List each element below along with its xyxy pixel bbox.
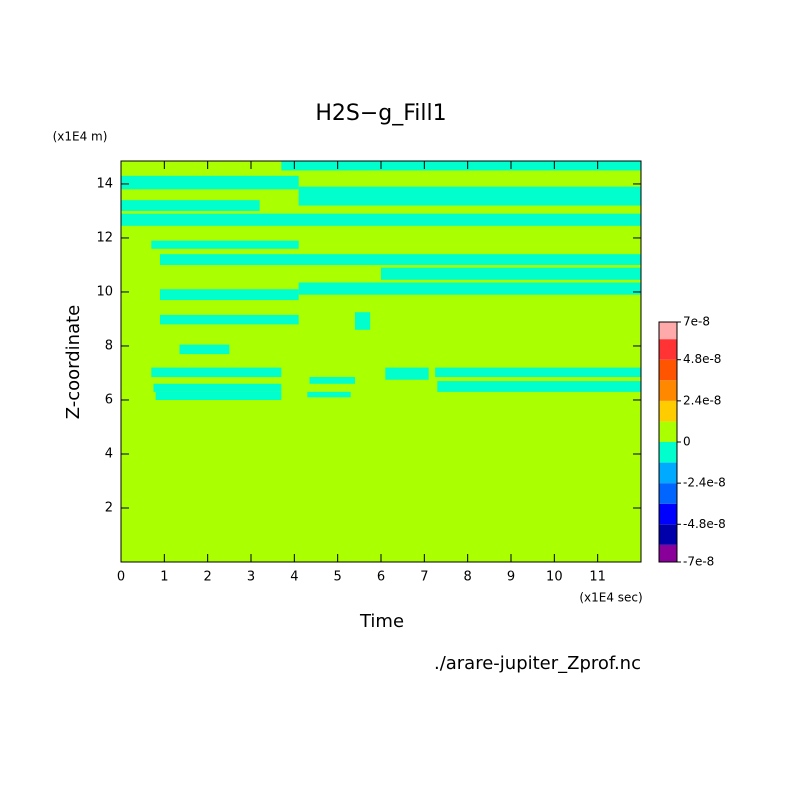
y-axis-label: Z-coordinate [63, 305, 84, 420]
colorbar-cell [659, 359, 677, 381]
colorbar-cell [659, 524, 677, 545]
field-region [160, 314, 299, 325]
field-region [179, 344, 230, 355]
y-tick-label: 4 [105, 446, 113, 461]
colorbar-label: 2.4e-8 [683, 393, 721, 407]
x-tick-label: 11 [589, 570, 606, 585]
x-tick-label: 6 [377, 570, 385, 585]
field-region [298, 186, 641, 206]
field-background [121, 161, 641, 562]
field-region [121, 175, 299, 190]
x-tick-label: 7 [420, 570, 428, 585]
field-region [160, 254, 641, 265]
x-unit: (x1E4 sec) [579, 591, 642, 605]
colorbar-cell [659, 462, 677, 484]
colorbar-label: 7e-8 [683, 315, 710, 329]
colorbar-label: -4.8e-8 [683, 517, 726, 531]
y-tick-label: 6 [105, 392, 113, 407]
y-tick-label: 8 [105, 338, 113, 353]
colorbar-cell [659, 380, 677, 401]
y-tick-label: 12 [96, 230, 113, 245]
colorbar-cell [659, 544, 677, 562]
x-tick-label: 2 [204, 570, 212, 585]
colorbar-cell [659, 400, 677, 422]
y-tick-label: 10 [96, 284, 113, 299]
source-file: ./arare-jupiter_Zprof.nc [434, 653, 641, 674]
field-region [307, 391, 351, 398]
x-tick-label: 4 [290, 570, 298, 585]
x-tick-label: 3 [247, 570, 255, 585]
field-region [121, 213, 641, 226]
field-region [121, 200, 260, 211]
field-region [153, 383, 282, 392]
field-region [385, 367, 429, 380]
field-region [155, 391, 282, 400]
field-region [298, 282, 641, 295]
x-tick-label: 1 [160, 570, 168, 585]
field-region [151, 367, 282, 378]
field-region [309, 377, 355, 384]
x-tick-label: 8 [464, 570, 472, 585]
field-region [355, 312, 371, 330]
y-tick-label: 2 [105, 500, 113, 515]
colorbar-cell [659, 503, 677, 525]
field-region [381, 267, 641, 280]
colorbar-cell [659, 483, 677, 504]
colorbar-label: 0 [683, 435, 691, 449]
field-region [435, 367, 641, 378]
x-axis-label: Time [359, 611, 404, 632]
colorbar-label: -7e-8 [683, 555, 714, 569]
colorbar-cell [659, 322, 677, 340]
colorbar-cell [659, 442, 677, 463]
x-tick-label: 0 [117, 570, 125, 585]
x-tick-label: 10 [546, 570, 563, 585]
field-region [437, 381, 641, 392]
colorbar-label: -2.4e-8 [683, 476, 726, 490]
y-tick-label: 14 [96, 176, 113, 191]
field-region [160, 289, 299, 301]
colorbar-label: 4.8e-8 [683, 352, 721, 366]
colorbar-cell [659, 339, 677, 360]
field-region [151, 240, 299, 249]
y-unit: (x1E4 m) [53, 130, 108, 144]
field-region [281, 161, 641, 171]
colorbar-cell [659, 421, 677, 442]
chart-title: H2S−g_Fill1 [315, 101, 446, 126]
x-tick-label: 5 [334, 570, 342, 585]
x-tick-label: 9 [507, 570, 515, 585]
